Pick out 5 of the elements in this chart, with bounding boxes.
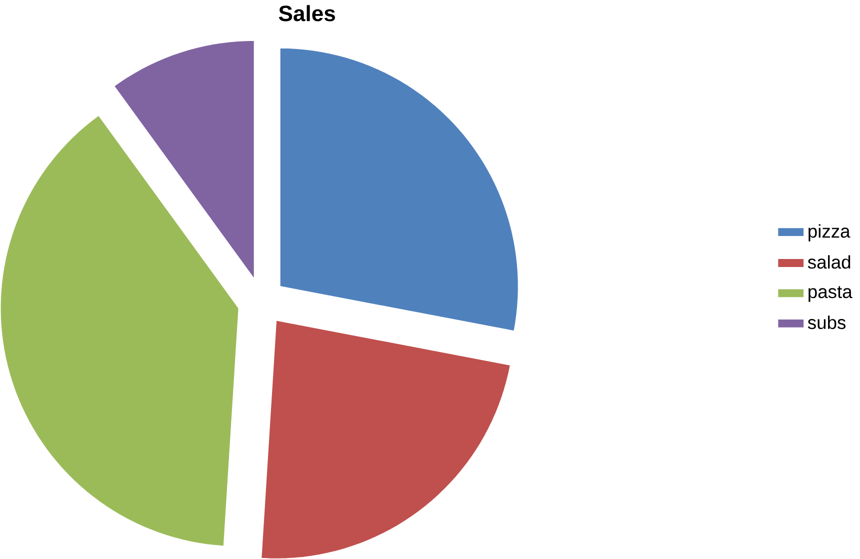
- legend-label: subs: [808, 316, 846, 330]
- legend-label: pasta: [808, 286, 852, 302]
- legend-label: pizza: [808, 224, 850, 242]
- chart-title: Sales: [278, 5, 336, 22]
- legend-label: salad: [808, 255, 850, 269]
